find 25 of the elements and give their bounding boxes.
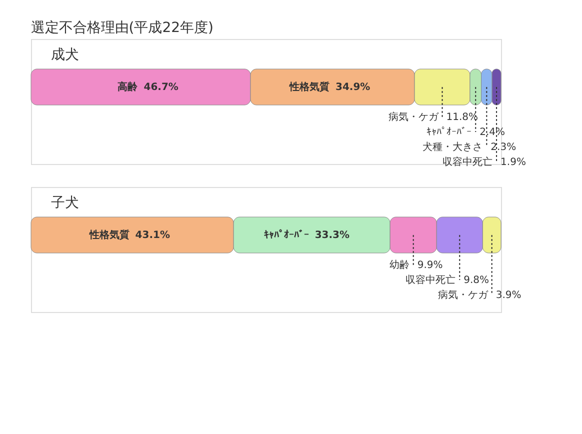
data-label: 2.4%: [480, 127, 506, 138]
y-tick-label: 子犬: [51, 195, 79, 211]
series-label: ｷｬﾊﾟｵｰﾊﾞｰ: [264, 229, 309, 241]
data-label: 11.8%: [446, 112, 478, 123]
data-label: 33.3%: [314, 230, 350, 241]
series-label: 幼齢: [389, 259, 410, 271]
series-label: 病気・ケガ: [388, 111, 440, 123]
text: 収容中死亡: [442, 156, 493, 168]
data-label: 43.1%: [135, 230, 170, 241]
series-label: 高齢: [118, 81, 139, 93]
data-label: 34.9%: [336, 82, 370, 93]
series-label: 性格気質: [88, 229, 130, 241]
data-label: 9.9%: [417, 260, 443, 271]
data-label: 9.8%: [464, 275, 490, 286]
data-label: 2.3%: [490, 142, 516, 153]
text: 犬種・大きさ: [422, 141, 483, 153]
series-label: 性格気質: [288, 81, 330, 93]
chart-title: 選定不合格理由(平成22年度): [30, 20, 214, 36]
text: 病気・ケガ: [438, 289, 489, 301]
text: ｷｬﾊﾟｵｰﾊﾞｰ: [426, 126, 472, 138]
data-label: 46.7%: [144, 82, 178, 93]
y-tick-label: 成犬: [51, 47, 79, 63]
data-label: 3.9%: [496, 290, 522, 301]
data-label: 1.9%: [500, 157, 526, 168]
text: 収容中死亡: [406, 274, 456, 286]
